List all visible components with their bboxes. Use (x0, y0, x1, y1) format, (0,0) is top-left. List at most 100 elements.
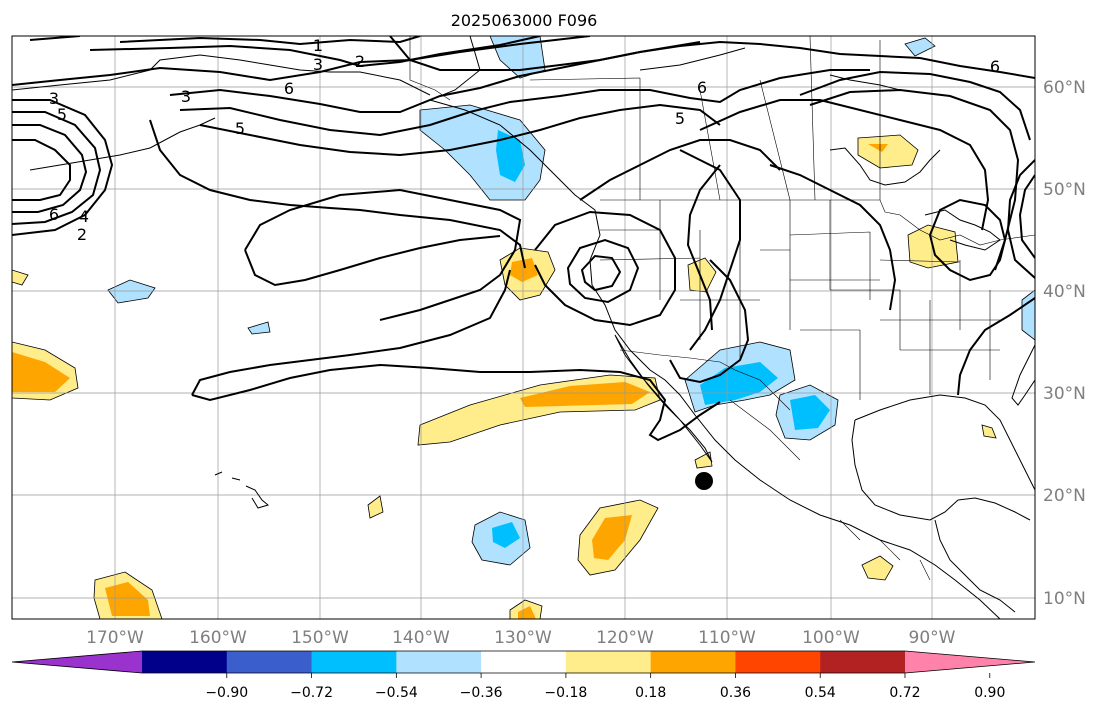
colorbar-segment (396, 651, 482, 673)
colorbar-tick-label: −0.18 (544, 685, 587, 701)
yellow-area-canada (857, 134, 919, 169)
contour-label: 6 (990, 57, 1000, 76)
blue-area-pacific-south-core (492, 522, 520, 548)
contour-east-gyre-2 (1018, 174, 1035, 259)
colorbar-tick-label: 0.36 (720, 685, 751, 701)
blue-area-bc-core (496, 130, 525, 182)
colorbar-extend-min (12, 651, 142, 673)
colorbar-tick-label: 0.18 (635, 685, 666, 701)
orange-area-pacific-bottom (518, 606, 536, 619)
longitude-labels: 170°W 160°W 150°W 140°W 130°W 120°W 110°W 100°W… (86, 628, 956, 648)
coast-baja (614, 334, 713, 463)
orange-area-west-pacific (12, 352, 70, 392)
colorbar-segment (650, 651, 736, 673)
contour-label: 3 (49, 89, 59, 108)
latitude-label: 20°N (1043, 486, 1086, 506)
contour-east-gyre-3 (928, 198, 1007, 282)
colorbar-outline (11, 650, 1036, 674)
contour-labels: 1 2 3 6 5 6 6 4 2 3 5 3 5 6 (49, 36, 1000, 244)
contour-cutoff-low-outer (534, 210, 676, 327)
contour-pacific-closed (244, 188, 522, 321)
map-frame (11, 35, 1036, 620)
yellow-area-central-america (861, 555, 894, 581)
longitude-label: 100°W (802, 628, 860, 648)
contour-north-1 (29, 36, 421, 46)
contour-north-5 (179, 69, 870, 137)
contour-west-gyre-3 (12, 124, 88, 213)
blue-area-pacific-small (247, 321, 271, 335)
longitude-label: 90°W (909, 628, 956, 648)
borders-us-states-east (789, 231, 1000, 400)
contour-label: 6 (284, 79, 294, 98)
contour-label: 5 (57, 105, 67, 124)
coast-great-lakes (924, 209, 1001, 251)
blue-area-mexico-west-core (700, 362, 778, 405)
coast-central-america (934, 519, 1016, 613)
contour-north-6 (199, 103, 721, 157)
contour-cutoff-low-inner (566, 238, 640, 304)
longitude-label: 130°W (494, 628, 552, 648)
coast-gulf-mexico (851, 394, 1035, 521)
contour-west-gyre-4 (12, 139, 71, 201)
latitude-label: 40°N (1043, 282, 1086, 302)
contour-label: 2 (77, 225, 87, 244)
orange-area-baja-plume (520, 382, 650, 407)
contour-east-trough-2 (699, 99, 990, 231)
coast-alaska-south (12, 54, 431, 96)
colorbar-tick-label: −0.36 (460, 685, 503, 701)
colorbar-tick-label: 0.72 (889, 685, 920, 701)
colorbar-tick-label: −0.72 (290, 685, 333, 701)
contour-north-3 (12, 36, 591, 86)
contour-ridge-east (769, 164, 897, 311)
coast-east-us (1011, 344, 1035, 406)
yellow-area-nevada (687, 257, 717, 293)
contour-label: 3 (181, 87, 191, 106)
graticule (12, 36, 1035, 619)
longitude-label: 120°W (596, 628, 654, 648)
map-panel (12, 36, 1035, 619)
colorbar-segment (226, 651, 313, 673)
colorbar-segment (481, 651, 567, 673)
latitude-label: 60°N (1043, 78, 1086, 98)
contour-subtropical-2 (191, 363, 721, 442)
colorbar-tick-label: 0.54 (805, 685, 836, 701)
latitude-label: 30°N (1043, 384, 1086, 404)
border-us-mexico (619, 349, 791, 411)
blue-area-east-coast (1021, 289, 1035, 341)
contour-cutoff-low-core (580, 254, 622, 292)
coast-cuba (957, 497, 1031, 521)
colorbar-tick-label: −0.90 (205, 685, 248, 701)
contour-pacific-inner (244, 235, 501, 287)
latitude-label: 50°N (1043, 180, 1086, 200)
shaded-anomaly-areas (12, 36, 1035, 619)
colorbar-segment (820, 651, 906, 673)
contour-label: 1 (313, 36, 323, 55)
blue-area-mexico-east-core (790, 395, 830, 430)
blue-area-pacific-north (107, 279, 156, 304)
colorbar-tick-label: −0.54 (375, 685, 418, 701)
longitude-label: 150°W (291, 628, 349, 648)
contour-ridge-west (579, 139, 781, 201)
contour-label: 4 (79, 207, 89, 226)
contour-subtropical (191, 269, 511, 396)
storm-center-marker (695, 472, 713, 490)
orange-area-canada (868, 144, 888, 152)
colorbar-segment (735, 651, 821, 673)
contour-mexico-lobe (669, 259, 750, 384)
coastlines (12, 36, 1035, 619)
contour-label: 5 (235, 119, 245, 138)
contour-east-lower (957, 297, 1035, 396)
latitude-labels: 60°N 50°N 40°N 30°N 20°N 10°N (1043, 78, 1086, 609)
contour-east-trough-1 (809, 88, 1020, 271)
orange-area-hawaii-south (105, 582, 150, 616)
longitude-label: 110°W (698, 628, 756, 648)
colorbar: −0.90 −0.72 −0.54 −0.36 −0.18 0.18 0.36 0.54 0.7… (11, 650, 1036, 701)
coast-aleutians (29, 117, 216, 171)
colorbar-tick-label: 0.90 (974, 685, 1005, 701)
colorbar-segment (311, 651, 397, 673)
longitude-label: 140°W (392, 628, 450, 648)
longitude-label: 170°W (86, 628, 144, 648)
contour-west-gyre-1 (12, 99, 114, 236)
orange-area-pacific-mid (592, 515, 632, 560)
